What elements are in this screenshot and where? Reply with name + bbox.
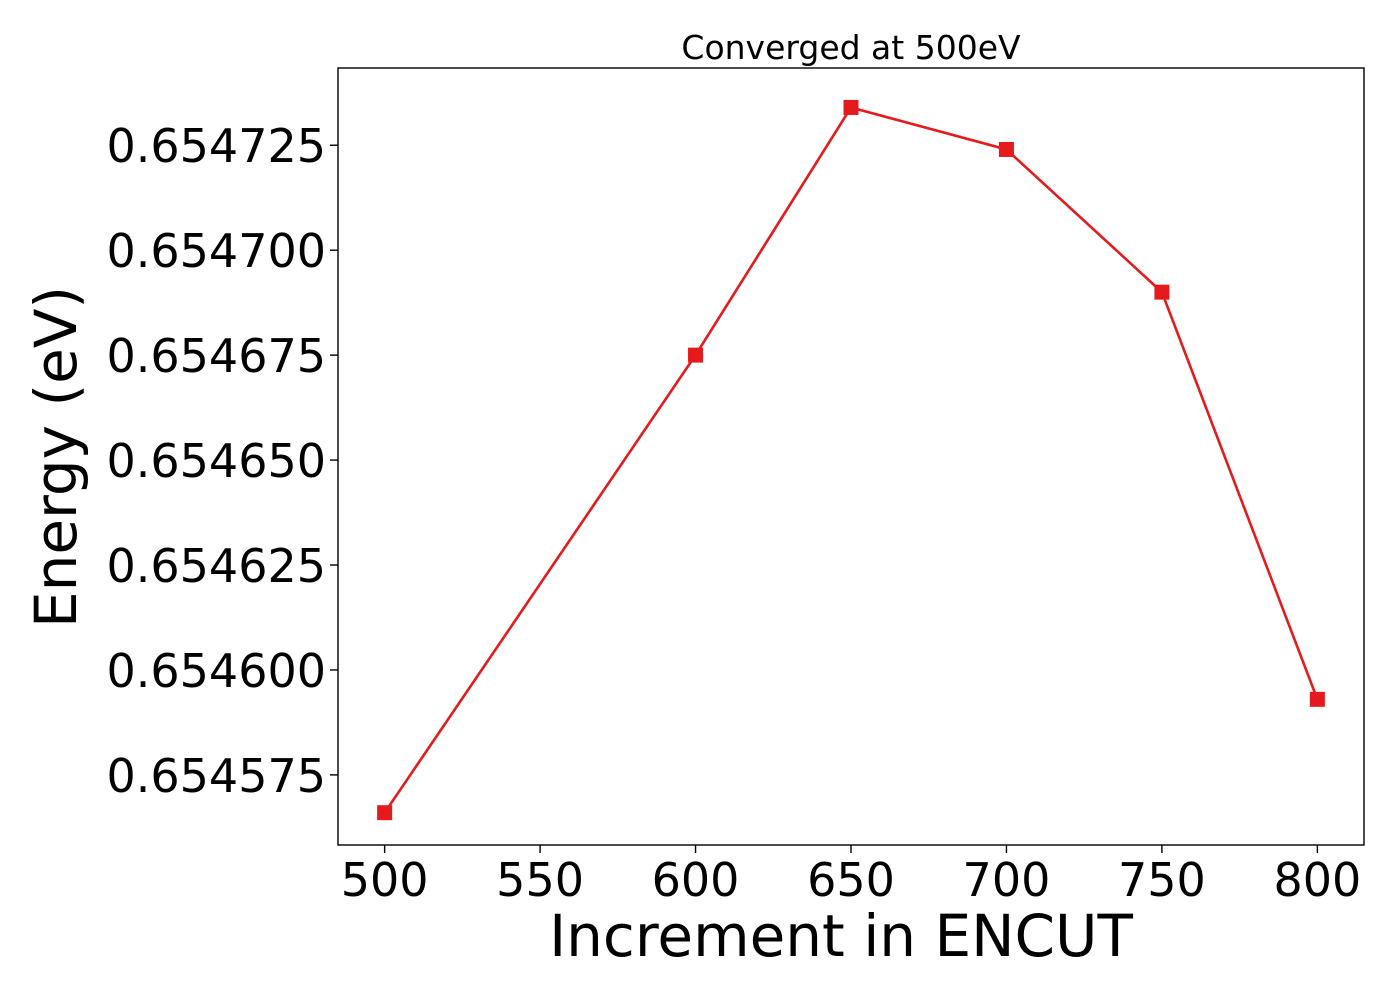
data-point — [377, 805, 393, 821]
y-tick-label: 0.654650 — [107, 434, 327, 488]
y-axis-title: Energy (eV) — [22, 286, 90, 628]
data-point — [843, 99, 859, 115]
plot-frame — [337, 67, 1365, 846]
x-tick-label: 500 — [341, 853, 429, 907]
y-tick-label: 0.654575 — [107, 749, 327, 803]
x-tick-label: 750 — [1118, 853, 1206, 907]
series-line — [383, 106, 1319, 814]
x-tick-label: 700 — [963, 853, 1051, 907]
y-tick-label: 0.654700 — [107, 224, 327, 278]
series — [377, 99, 1325, 821]
x-tick-label: 650 — [807, 853, 895, 907]
y-tick-label: 0.654675 — [107, 329, 327, 383]
chart-title: Converged at 500eV — [681, 28, 1021, 67]
x-tick-label: 800 — [1273, 853, 1361, 907]
data-point — [1309, 691, 1325, 707]
data-point — [998, 141, 1014, 157]
ticks: 500 550 600 650 700 750 800 0.654575 0.654600 0.6… — [107, 119, 1362, 907]
x-axis-title: Increment in ENCUT — [549, 902, 1133, 970]
y-tick-label: 0.654625 — [107, 539, 327, 593]
y-tick-label: 0.654725 — [107, 119, 327, 173]
x-tick-label: 600 — [652, 853, 740, 907]
data-point — [688, 347, 704, 363]
y-tick-label: 0.654600 — [107, 644, 327, 698]
data-point — [1154, 284, 1170, 300]
x-tick-label: 550 — [496, 853, 584, 907]
